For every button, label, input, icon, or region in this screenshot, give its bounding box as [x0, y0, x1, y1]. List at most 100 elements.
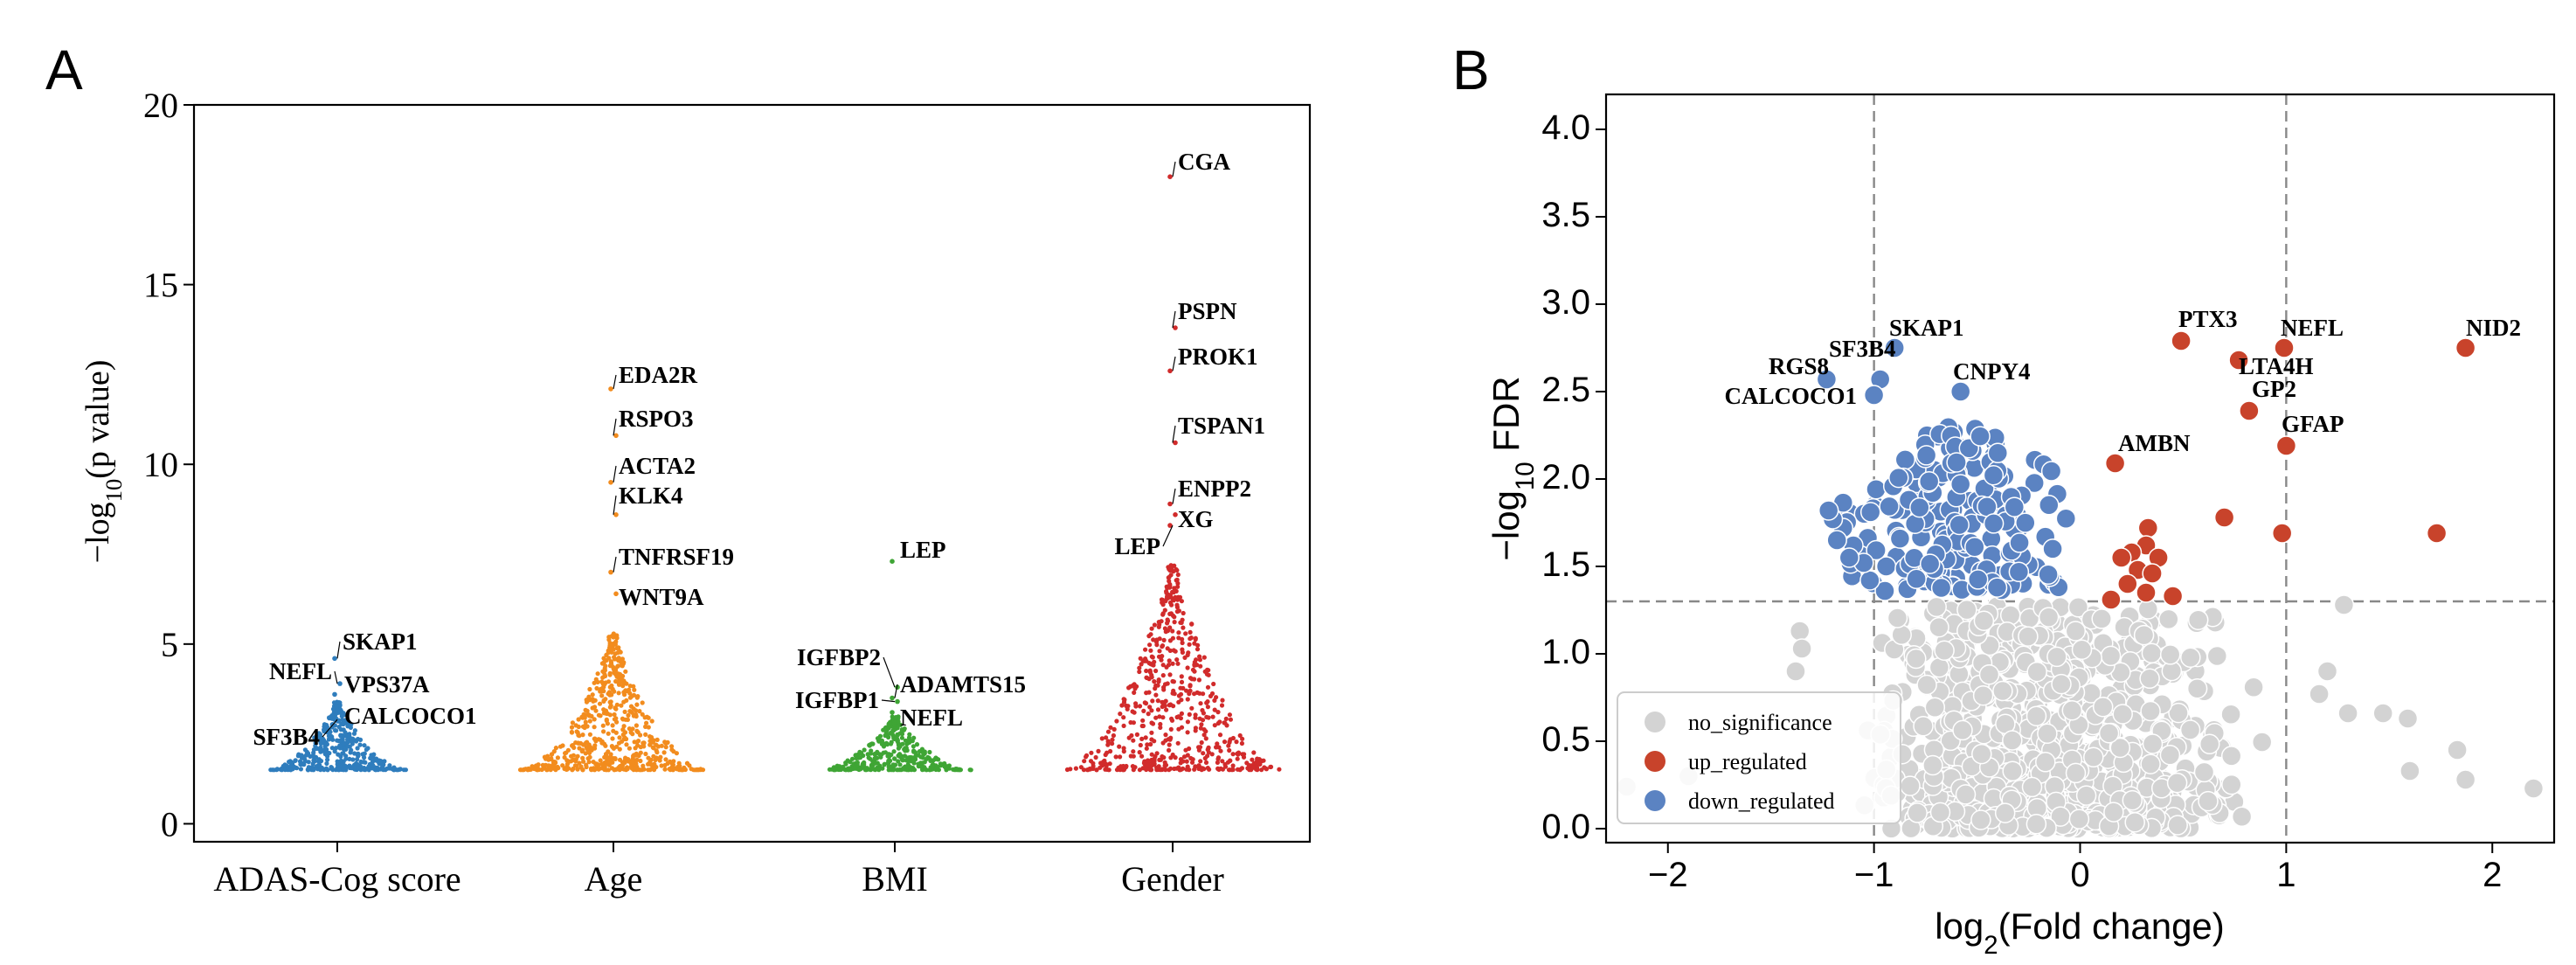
data-point: [647, 734, 653, 739]
legend-marker-down_regulated: [1645, 790, 1665, 811]
data-point: [1133, 704, 1139, 709]
data-point: [338, 733, 343, 739]
data-point: [634, 695, 640, 700]
leader-line: [613, 418, 617, 436]
data-point: [612, 712, 617, 718]
data-point: [669, 744, 675, 749]
labeled-point-igfbp1: [895, 698, 900, 705]
data-point: [1148, 741, 1153, 747]
data-point: [656, 756, 662, 761]
data-point: [1212, 707, 1217, 712]
down-regulated-point: [1918, 470, 1940, 492]
data-point: [868, 742, 873, 747]
down-regulated-point: [1930, 577, 1952, 599]
down-regulated-point: [1919, 553, 1941, 574]
labeled-point-ptx3: [2171, 330, 2192, 351]
data-point: [873, 767, 878, 773]
data-point: [1192, 691, 1197, 697]
data-point: [646, 761, 651, 767]
data-point: [927, 767, 932, 773]
data-point: [1190, 667, 1196, 672]
data-point: [634, 723, 640, 728]
data-point: [641, 744, 647, 749]
data-point: [1235, 756, 1240, 761]
data-point: [899, 735, 904, 740]
up-regulated-point: [2426, 523, 2448, 544]
data-point: [635, 730, 641, 735]
data-point: [1161, 755, 1167, 760]
data-point: [1148, 648, 1153, 653]
data-point: [1150, 698, 1155, 704]
data-point: [1184, 688, 1189, 693]
data-point: [555, 755, 561, 760]
labeled-point-nefl: [2274, 337, 2295, 358]
data-point: [1143, 735, 1148, 740]
data-point: [1185, 652, 1190, 658]
down-regulated-point: [2015, 512, 2036, 533]
data-point: [1175, 661, 1181, 666]
data-point: [1185, 697, 1190, 702]
leader-line: [1162, 524, 1174, 547]
data-point: [366, 764, 371, 769]
data-point: [580, 767, 585, 773]
data-point: [1189, 705, 1195, 711]
data-point: [654, 750, 660, 755]
gene-label-gp2: GP2: [2252, 376, 2296, 402]
data-point: [855, 762, 860, 767]
data-point: [585, 739, 590, 745]
leader-line: [894, 684, 898, 698]
data-point: [612, 670, 617, 676]
data-point: [316, 759, 322, 764]
data-point: [1150, 655, 1155, 660]
data-point: [1239, 740, 1244, 746]
data-point: [1128, 753, 1133, 759]
no-significance-point: [1929, 802, 1951, 823]
data-point: [640, 767, 645, 773]
data-point: [593, 761, 599, 767]
data-point: [366, 767, 371, 773]
data-point: [881, 750, 886, 755]
data-point: [1230, 763, 1236, 768]
down-regulated-point: [1967, 569, 1989, 590]
data-point: [381, 762, 386, 767]
data-point: [1125, 706, 1130, 712]
labeled-point-vps37a: [332, 691, 337, 698]
data-point: [613, 756, 618, 762]
data-point: [1174, 566, 1179, 572]
gene-label-enpp2: ENPP2: [1178, 476, 1251, 502]
data-point: [601, 741, 607, 746]
data-point: [901, 766, 906, 771]
labeled-point-xg: [1173, 512, 1178, 517]
data-point: [551, 763, 557, 768]
data-point: [1188, 629, 1193, 635]
data-point: [698, 767, 703, 773]
gene-label-nid2: NID2: [2466, 315, 2521, 341]
leader-line: [613, 374, 617, 390]
data-point: [322, 752, 328, 757]
data-point: [592, 680, 597, 685]
data-point: [1173, 755, 1178, 760]
data-point: [869, 748, 874, 753]
data-point: [550, 752, 555, 757]
data-point: [1201, 655, 1207, 660]
data-point: [1142, 700, 1147, 705]
data-point: [610, 723, 615, 728]
labeled-point-gfap: [2275, 435, 2297, 456]
down-regulated-point: [1874, 580, 1895, 601]
data-point: [350, 739, 355, 745]
data-point: [603, 663, 608, 669]
data-point: [1183, 631, 1188, 636]
y-tick-label: 0.5: [1541, 720, 1590, 759]
no-significance-point: [2206, 645, 2228, 667]
data-point: [1171, 679, 1176, 684]
labeled-point-nefl: [890, 710, 895, 715]
data-point: [1104, 735, 1109, 740]
data-point: [1089, 750, 1094, 755]
data-point: [564, 758, 570, 763]
data-point: [640, 700, 645, 705]
data-point: [899, 727, 904, 732]
data-point: [539, 767, 544, 773]
data-point: [1226, 767, 1232, 773]
no-significance-point: [2397, 708, 2419, 729]
no-significance-point: [2159, 644, 2181, 665]
